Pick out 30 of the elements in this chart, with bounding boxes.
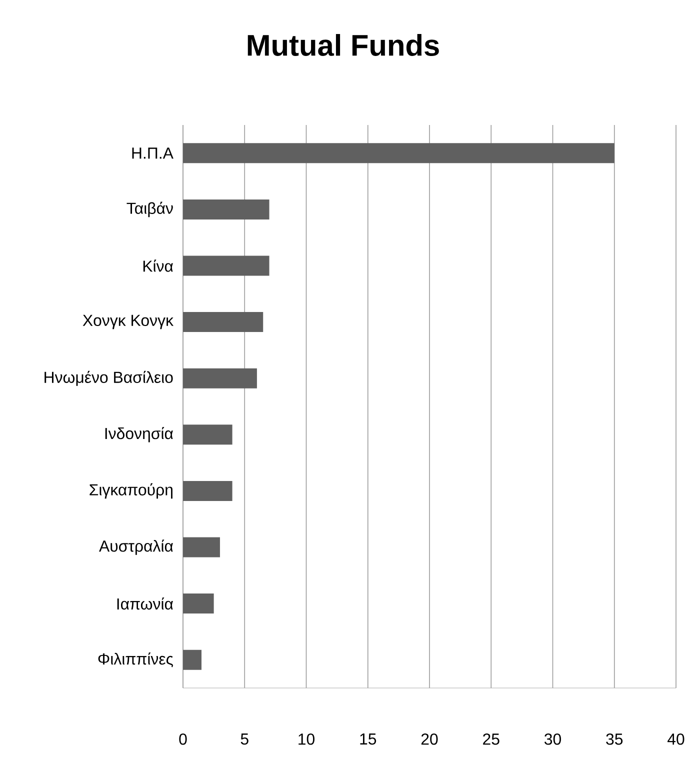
bar [183, 312, 264, 332]
y-tick-label: Χονγκ Κονγκ [82, 314, 174, 330]
x-tick-label: 20 [421, 734, 438, 745]
y-tick-label: Η.Π.Α [132, 148, 174, 159]
x-tick-label: 15 [360, 734, 376, 745]
y-tick-label: Ηνωμένο Βασίλειο [44, 370, 173, 386]
bar [183, 143, 614, 164]
bar [183, 199, 270, 220]
bar [183, 368, 257, 388]
y-tick-label: Ταιβάν [126, 202, 173, 218]
x-tick-label: 30 [544, 734, 561, 745]
x-tick-label: 35 [606, 734, 623, 745]
y-tick-label: Κίνα [143, 260, 174, 272]
bar [183, 256, 270, 276]
y-tick-label: Ινδονησία [105, 427, 174, 442]
bar [183, 424, 232, 445]
x-tick-label: 25 [483, 734, 500, 745]
y-tick-label: Φιλιππίνες [98, 652, 173, 668]
bar [183, 650, 202, 670]
bar [183, 480, 232, 501]
x-tick-label: 0 [179, 734, 187, 745]
x-tick-label: 10 [298, 734, 314, 745]
bar [183, 594, 214, 614]
y-tick-label: Ιαπωνία [117, 597, 174, 610]
bar [183, 537, 220, 558]
y-tick-label: Αυστραλία [99, 540, 174, 555]
x-tick-label: 40 [667, 734, 684, 745]
x-tick-label: 5 [240, 734, 248, 745]
chart-title: Mutual Funds [248, 34, 439, 56]
y-tick-label: Σιγκαπούρη [90, 483, 172, 499]
